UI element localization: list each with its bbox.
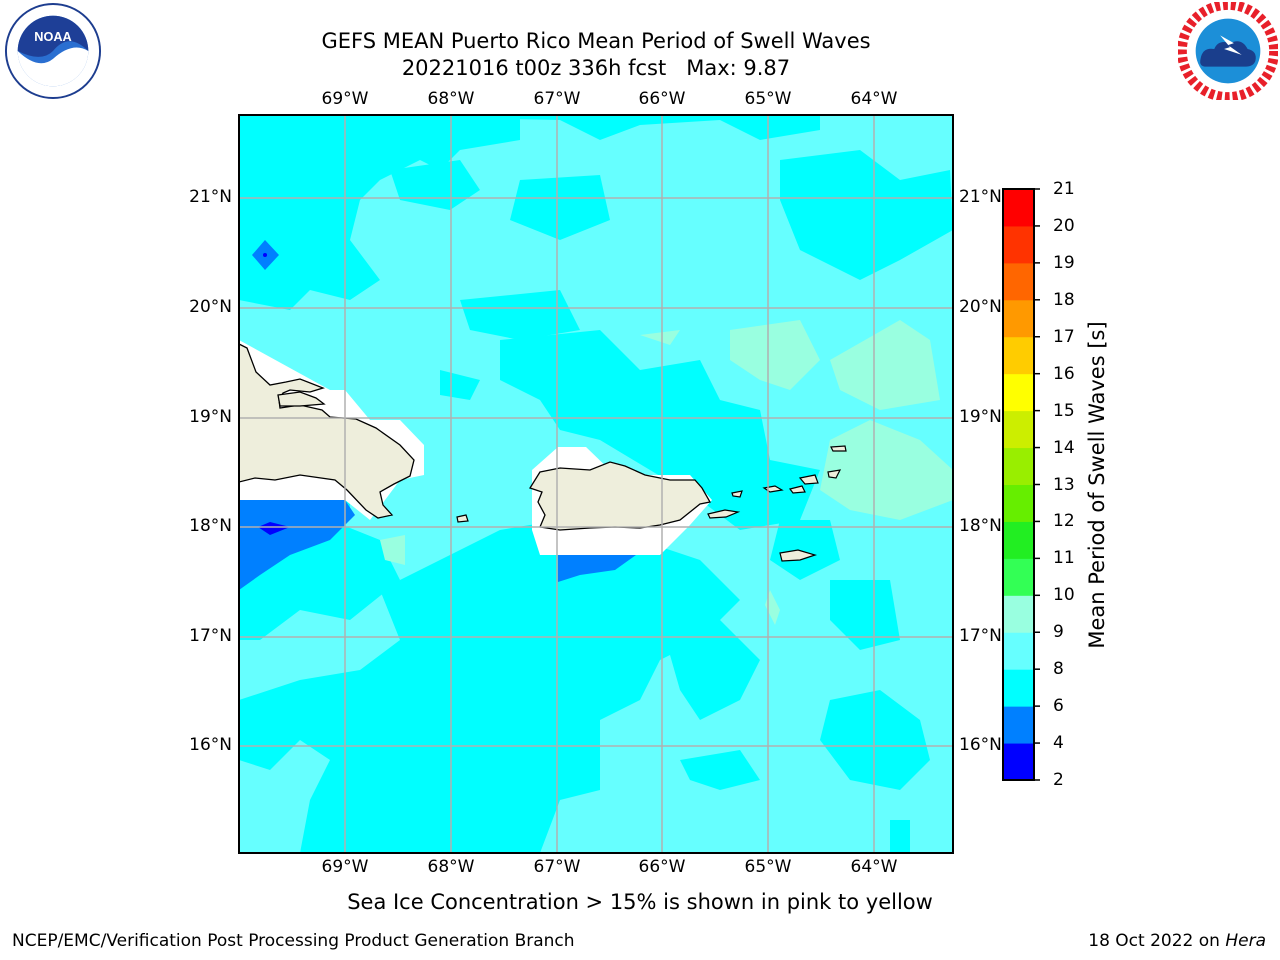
lon-label-bottom: 64°W xyxy=(850,857,898,877)
colorbar-tick-label: 16 xyxy=(1053,363,1075,384)
colorbar-bin xyxy=(1003,410,1034,449)
colorbar-tick-label: 2 xyxy=(1053,770,1064,790)
small-islands xyxy=(456,445,847,562)
colorbar-bin xyxy=(1003,558,1034,596)
colorbar-bin xyxy=(1003,299,1034,338)
colorbar-bin xyxy=(1003,484,1034,522)
colorbar-bin xyxy=(1003,225,1034,264)
colorbar-tick-label: 14 xyxy=(1053,437,1075,458)
noaa-logo: NOAA xyxy=(4,2,102,100)
colorbar-bin xyxy=(1003,669,1034,707)
sea-ice-footnote: Sea Ice Concentration > 15% is shown in … xyxy=(347,890,933,914)
lat-label-right: 16°N xyxy=(959,735,1002,755)
period-2-4s-regions xyxy=(258,253,290,535)
colorbar-bin xyxy=(1003,521,1034,559)
lat-label-left: 18°N xyxy=(189,516,232,536)
landmass-hispaniola xyxy=(239,343,415,519)
lat-label-right: 20°N xyxy=(959,297,1002,317)
lon-label-top: 67°W xyxy=(533,89,581,109)
colorbar-bin xyxy=(1003,262,1034,301)
lat-label-right: 18°N xyxy=(959,516,1002,536)
lon-label-top: 64°W xyxy=(850,89,898,109)
map-gridlines xyxy=(239,115,953,853)
colorbar-tick-label: 19 xyxy=(1053,252,1075,273)
lat-label-left: 19°N xyxy=(189,407,232,427)
credit-branch: NCEP/EMC/Verification Post Processing Pr… xyxy=(12,931,575,951)
colorbar-tick-label: 11 xyxy=(1053,548,1075,569)
colorbar-tick-label: 17 xyxy=(1053,326,1075,347)
colorbar-bin xyxy=(1003,632,1034,670)
period-9-10s-regions xyxy=(380,320,953,625)
lon-label-top: 66°W xyxy=(638,89,686,109)
lat-label-left: 16°N xyxy=(189,735,232,755)
lat-label-right: 21°N xyxy=(959,187,1002,207)
landmass-puerto-rico xyxy=(529,461,712,531)
colorbar-tick-label: 6 xyxy=(1053,696,1064,717)
colorbar-tick-label: 15 xyxy=(1053,400,1075,421)
lat-label-right: 17°N xyxy=(959,626,1002,646)
lon-label-bottom: 67°W xyxy=(533,857,581,877)
colorbar-bin xyxy=(1003,706,1034,744)
colorbar-tick-label: 13 xyxy=(1053,474,1075,495)
lon-label-top: 69°W xyxy=(321,89,369,109)
lon-label-bottom: 66°W xyxy=(638,857,686,877)
lon-label-top: 68°W xyxy=(427,89,475,109)
lon-label-bottom: 68°W xyxy=(427,857,475,877)
lat-label-left: 21°N xyxy=(189,187,232,207)
colorbar-tick-label: 8 xyxy=(1053,659,1064,680)
credit-date: 18 Oct 2022 on Hera xyxy=(1088,931,1266,951)
colorbar-label: Mean Period of Swell Waves [s] xyxy=(1085,321,1109,649)
colorbar-tick-label: 10 xyxy=(1053,585,1075,606)
colorbar-tick-label: 21 xyxy=(1053,179,1075,199)
lon-label-bottom: 69°W xyxy=(321,857,369,877)
lat-label-left: 20°N xyxy=(189,297,232,317)
period-4-6s-regions xyxy=(239,240,636,590)
noaa-logo-text: NOAA xyxy=(34,29,72,44)
colorbar-bins xyxy=(1003,189,1034,781)
lat-label-right: 19°N xyxy=(959,407,1002,427)
colorbar-tick-label: 20 xyxy=(1053,215,1075,236)
chart-title-line2: 20221016 t00z 336h fcst Max: 9.87 xyxy=(401,56,791,80)
colorbar-tick-label: 12 xyxy=(1053,511,1075,532)
map-frame xyxy=(238,114,954,854)
colorbar-bin xyxy=(1003,373,1034,412)
colorbar-bin xyxy=(1003,336,1034,375)
national-weather-service-logo xyxy=(1178,2,1278,100)
colorbar-bin xyxy=(1003,743,1034,781)
colorbar-tick-label: 18 xyxy=(1053,289,1075,310)
lon-label-bottom: 65°W xyxy=(744,857,792,877)
lon-label-top: 65°W xyxy=(744,89,792,109)
credit-host: Hera xyxy=(1225,931,1266,951)
colorbar-bin xyxy=(1003,595,1034,633)
swell-period-field xyxy=(239,115,953,853)
colorbar-tick-label: 4 xyxy=(1053,733,1064,754)
chart-title-line1: GEFS MEAN Puerto Rico Mean Period of Swe… xyxy=(321,29,871,53)
lat-label-left: 17°N xyxy=(189,626,232,646)
colorbar xyxy=(1002,188,1040,781)
credit-date-text: 18 Oct 2022 on xyxy=(1088,931,1226,951)
colorbar-bin xyxy=(1003,189,1034,227)
colorbar-bin xyxy=(1003,447,1034,485)
colorbar-tick-label: 9 xyxy=(1053,622,1064,643)
colorbar-tick-marks xyxy=(1034,188,1040,781)
